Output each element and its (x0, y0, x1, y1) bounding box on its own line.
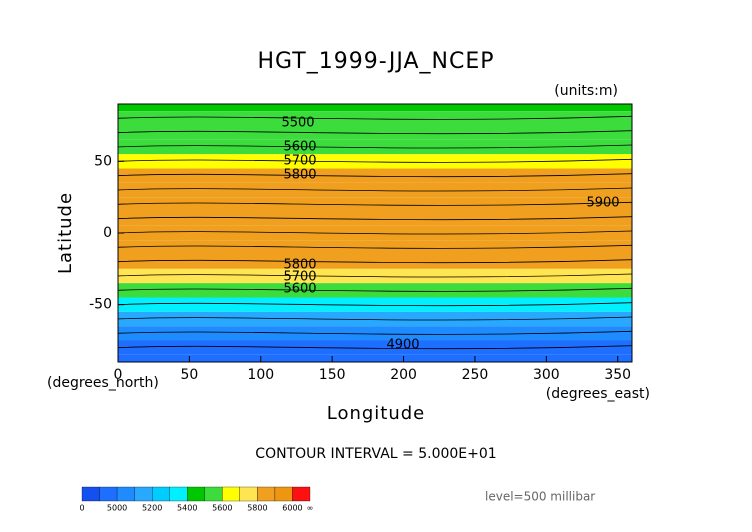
colorbar-label: 0 (79, 504, 84, 513)
x-axis-label: Longitude (327, 403, 426, 424)
height-band (118, 268, 632, 284)
contour-line (117, 244, 633, 249)
colorbar-label: 5800 (247, 504, 267, 513)
colorbar-box (274, 486, 293, 502)
colorbar-label: 5400 (177, 504, 197, 513)
x-tick-label: 250 (462, 367, 489, 383)
colorbar-box (81, 486, 100, 502)
units-label: (units:m) (554, 83, 618, 99)
colorbar-box (116, 486, 135, 502)
colorbar-end-label: ∞ (307, 504, 314, 513)
x-tick-label: 200 (390, 367, 417, 383)
contour-label: 5600 (283, 282, 316, 297)
colorbar-label: 5600 (212, 504, 232, 513)
y-tick-label: 50 (94, 153, 112, 169)
height-band (118, 104, 632, 112)
height-band (118, 340, 632, 355)
x-tick-label: 50 (180, 367, 198, 383)
height-band (118, 297, 632, 312)
height-band (118, 326, 632, 341)
height-band (118, 283, 632, 298)
x-unit-label: (degrees_east) (546, 386, 650, 402)
contour-label: 5800 (283, 258, 316, 273)
x-tick-label: 100 (247, 367, 274, 383)
contour-line (117, 201, 633, 206)
contour-line (117, 287, 633, 292)
contour-line (117, 230, 633, 235)
contour-line (117, 302, 633, 307)
contour-line (117, 216, 633, 221)
colorbar-box (222, 486, 240, 502)
height-band (118, 225, 632, 241)
colorbar-box (169, 486, 188, 502)
contour-line (117, 130, 633, 135)
height-band (118, 311, 632, 327)
x-tick-label: 350 (604, 367, 631, 383)
contour-line (117, 316, 633, 321)
contour-label: 5500 (281, 116, 314, 131)
y-unit-label: (degrees_north) (47, 375, 159, 391)
height-band (118, 154, 632, 169)
contour-line (117, 144, 633, 149)
colorbar-label: 5000 (107, 504, 127, 513)
height-band (118, 168, 632, 183)
height-band (118, 182, 632, 198)
x-tick-label: 300 (533, 367, 560, 383)
chart-title: HGT_1999-JJA_NCEP (257, 49, 494, 74)
height-band (118, 111, 632, 126)
contour-label: 5900 (586, 196, 619, 211)
colorbar-label: 5200 (142, 504, 162, 513)
height-band (118, 254, 632, 269)
height-band (118, 125, 632, 140)
contour-label: 5800 (283, 168, 316, 183)
y-axis-label: Latitude (55, 192, 76, 274)
colorbar-label: 6000 (282, 504, 302, 513)
contour-line (117, 115, 633, 120)
colorbar-box (239, 486, 258, 502)
contour-line (117, 187, 633, 192)
height-band (118, 197, 632, 212)
colorbar-box (152, 486, 170, 502)
height-band (118, 211, 632, 226)
contour-line (117, 173, 633, 178)
contour-interval: CONTOUR INTERVAL = 5.000E+01 (255, 446, 496, 462)
contour-line (117, 345, 633, 350)
contour-label: 4900 (386, 338, 419, 353)
colorbar-box (292, 486, 311, 502)
contour-label: 5700 (283, 154, 316, 169)
y-tick-label: 0 (103, 225, 112, 241)
contour-label: 5700 (283, 270, 316, 285)
x-tick-label: 150 (319, 367, 346, 383)
level-label: level=500 millibar (485, 490, 595, 504)
x-tick-label: 0 (114, 367, 123, 383)
contour-line (117, 259, 633, 264)
contour-line (117, 158, 633, 163)
contour-label: 5600 (283, 140, 316, 155)
height-band (118, 139, 632, 155)
contour-line (117, 330, 633, 335)
colorbar-box (204, 486, 223, 502)
contour-line (117, 273, 633, 278)
colorbar-box (134, 486, 153, 502)
y-tick-label: -50 (89, 297, 112, 313)
height-band (118, 240, 632, 255)
height-band (118, 354, 632, 362)
colorbar-box (99, 486, 118, 502)
colorbar-box (187, 486, 205, 502)
colorbar-box (257, 486, 276, 502)
